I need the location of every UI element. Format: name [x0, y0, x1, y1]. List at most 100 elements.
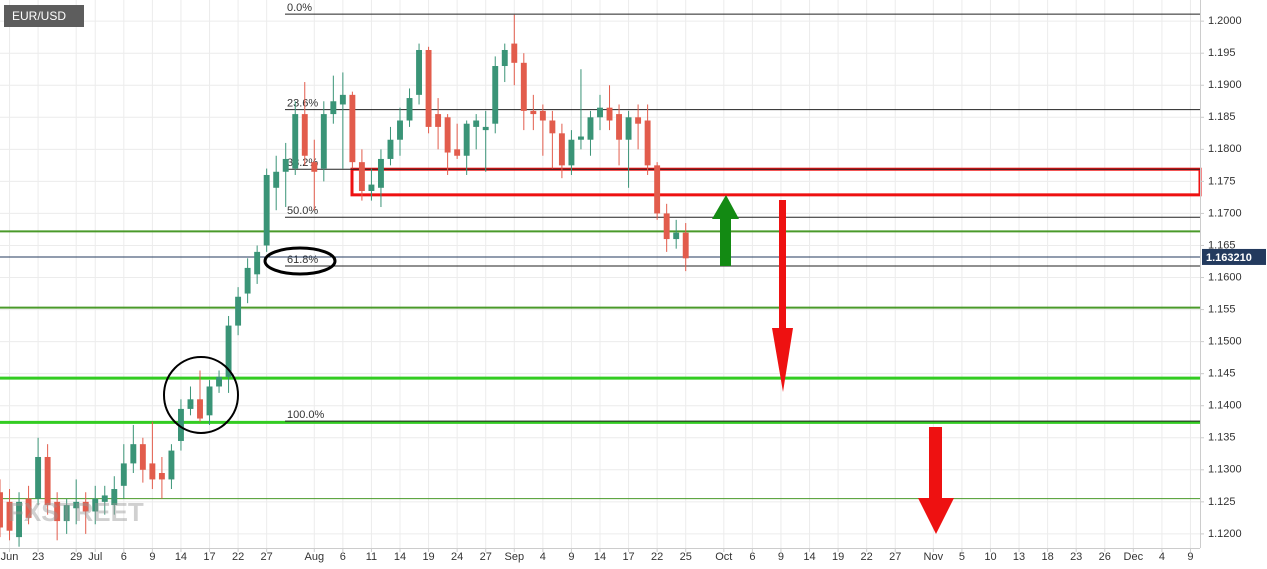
y-tick-label: 1.1900 [1208, 79, 1242, 91]
candle-body [16, 501, 22, 538]
x-tick-label: 19 [422, 551, 434, 563]
candle-body [54, 501, 61, 522]
candle-body [492, 66, 499, 124]
x-tick-label: 27 [889, 551, 901, 563]
y-tick-label: 1.1700 [1208, 207, 1242, 219]
candle-body [244, 267, 251, 294]
candle-body [301, 114, 308, 156]
x-tick-label: 13 [1013, 551, 1025, 563]
candle-body [139, 444, 146, 470]
x-tick-label: 27 [261, 551, 273, 563]
candle-body [339, 94, 346, 105]
candle-body [663, 213, 670, 240]
candle-body [197, 399, 203, 419]
x-tick-label: Jul [88, 551, 102, 563]
candle-body [378, 158, 384, 188]
candle-body [454, 149, 461, 156]
candle-body [311, 162, 318, 172]
x-tick-label: 17 [622, 551, 634, 563]
x-tick-label: 11 [366, 551, 377, 563]
x-tick-label: 9 [568, 551, 574, 563]
candle-body [254, 251, 261, 275]
candle-body [654, 165, 661, 214]
candle-body [63, 505, 70, 522]
candle-body [587, 117, 594, 140]
circle-annotation [163, 356, 239, 434]
last-price-label: 1.163210 [1206, 252, 1252, 264]
x-tick-label: 14 [803, 551, 815, 563]
candle-body [397, 120, 403, 140]
candle-body [282, 158, 289, 172]
y-tick-label: 1.1600 [1208, 271, 1242, 283]
candle-body [644, 120, 651, 166]
y-tick-label: 1.165 [1208, 239, 1236, 251]
candle-body [6, 501, 13, 531]
candle-body [101, 495, 108, 502]
candle-body [482, 126, 489, 131]
y-tick-label: 1.125 [1208, 496, 1236, 508]
candle-body [82, 501, 89, 512]
candle-body [0, 492, 3, 528]
y-tick-label: 1.175 [1208, 175, 1236, 187]
x-tick-label: 6 [121, 551, 127, 563]
candle-body [178, 408, 184, 441]
x-tick-label: 5 [959, 551, 965, 563]
candle-body [444, 117, 451, 153]
y-tick-label: 1.1800 [1208, 143, 1242, 155]
candle-body [368, 184, 375, 191]
x-tick-label: 23 [1070, 551, 1082, 563]
candle-body [187, 399, 194, 409]
x-tick-label: Aug [304, 551, 324, 563]
x-tick-label: 26 [1099, 551, 1111, 563]
x-tick-label: 22 [861, 551, 873, 563]
watermark: FXSTREET [8, 497, 144, 527]
y-tick-label: 1.2000 [1208, 15, 1242, 27]
x-tick-label: 10 [984, 551, 996, 563]
candle-body [520, 62, 527, 111]
candle-body [292, 114, 299, 169]
candle-body [273, 171, 280, 188]
candle-body [216, 376, 222, 387]
candle-body [425, 49, 432, 127]
candle-body [330, 101, 337, 115]
candle-body [616, 114, 622, 140]
candle-body [635, 117, 642, 124]
x-tick-label: 24 [451, 551, 463, 563]
x-tick-label: 14 [175, 551, 187, 563]
grid [0, 0, 1200, 548]
candle-body [130, 444, 137, 464]
candle-body [673, 232, 680, 240]
x-tick-label: 4 [540, 551, 546, 563]
candle-body [111, 489, 118, 506]
x-tick-label: 9 [149, 551, 155, 563]
x-tick-label: Jun [1, 551, 19, 563]
fib-label: 100.0% [287, 409, 325, 421]
y-tick-label: 1.1500 [1208, 336, 1242, 348]
title-badge [4, 5, 84, 27]
x-tick-label: Dec [1124, 551, 1144, 563]
candle-body [44, 456, 51, 506]
x-tick-label: 9 [778, 551, 784, 563]
candle-body [263, 174, 270, 246]
ellipse-annotation [263, 246, 337, 276]
y-tick-label: 1.1400 [1208, 400, 1242, 412]
fib-label: 0.0% [287, 2, 312, 14]
candle-body [235, 296, 242, 326]
x-tick-label: 29 [70, 551, 82, 563]
x-tick-label: Sep [504, 551, 524, 563]
last-price-badge [1202, 248, 1266, 265]
red-arrow [918, 427, 954, 534]
x-tick-label: 17 [203, 551, 215, 563]
x-tick-label: 25 [680, 551, 692, 563]
plot: 0.0%23.6%38.2%50.0%61.8%100.0% [0, 2, 1202, 547]
candle-body [406, 98, 413, 121]
candle-body [501, 49, 508, 67]
x-tick-label: Oct [715, 551, 732, 563]
y-tick-label: 1.135 [1208, 432, 1236, 444]
x-tick-label: 22 [232, 551, 244, 563]
candle-body [92, 498, 99, 512]
candle-body [511, 43, 518, 63]
x-tick-label: 23 [32, 551, 44, 563]
